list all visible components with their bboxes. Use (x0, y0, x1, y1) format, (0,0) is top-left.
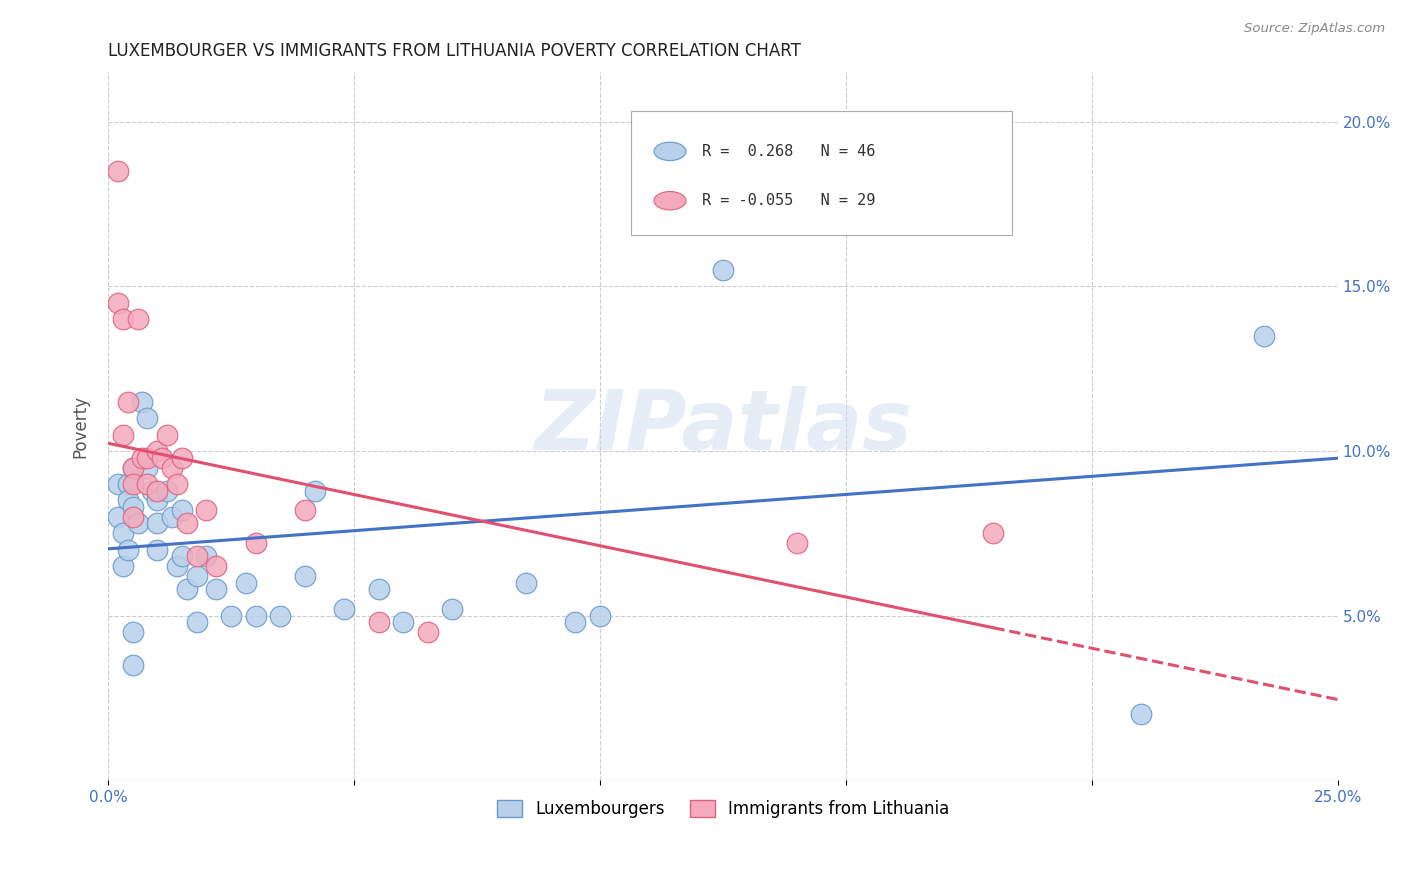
Point (117, 493, 139, 508)
Point (170, 450, 193, 465)
Point (107, 477, 129, 491)
Point (786, 536, 808, 550)
Point (367, 615, 389, 630)
Point (160, 460, 183, 475)
Point (176, 582, 198, 597)
Point (186, 615, 208, 630)
Point (186, 549, 208, 564)
Point (205, 559, 228, 574)
Point (441, 602, 464, 616)
Point (176, 516, 198, 531)
Point (121, 460, 143, 475)
Point (294, 569, 316, 583)
Point (589, 608, 612, 623)
Point (235, 575, 257, 590)
Point (121, 460, 143, 475)
Point (136, 460, 159, 475)
Point (304, 483, 326, 498)
Point (117, 542, 139, 557)
Legend: Luxembourgers, Immigrants from Lithuania: Luxembourgers, Immigrants from Lithuania (491, 794, 956, 825)
Point (146, 493, 169, 508)
Point (121, 500, 143, 514)
Point (564, 615, 586, 630)
Point (245, 608, 267, 623)
Circle shape (654, 192, 686, 210)
Circle shape (654, 142, 686, 161)
Point (245, 536, 267, 550)
Text: Source: ZipAtlas.com: Source: ZipAtlas.com (1244, 22, 1385, 36)
Point (711, 263, 734, 277)
Point (121, 625, 143, 640)
Point (392, 615, 415, 630)
Point (146, 542, 169, 557)
Point (195, 503, 218, 517)
Point (107, 164, 129, 178)
Text: R = -0.055   N = 29: R = -0.055 N = 29 (702, 194, 876, 208)
Point (150, 450, 173, 465)
Point (111, 559, 134, 574)
Point (146, 483, 169, 498)
Point (136, 477, 159, 491)
FancyBboxPatch shape (631, 112, 1012, 235)
Text: LUXEMBOURGER VS IMMIGRANTS FROM LITHUANIA POVERTY CORRELATION CHART: LUXEMBOURGER VS IMMIGRANTS FROM LITHUANI… (108, 42, 801, 60)
Point (160, 509, 183, 524)
Point (131, 450, 153, 465)
Point (367, 582, 389, 597)
Point (111, 526, 134, 541)
Point (219, 608, 242, 623)
Point (111, 312, 134, 326)
Point (127, 312, 149, 326)
Point (111, 427, 134, 442)
Point (121, 509, 143, 524)
Point (136, 411, 159, 425)
Point (170, 549, 193, 564)
Point (146, 444, 169, 458)
Point (166, 477, 188, 491)
Point (136, 450, 159, 465)
Text: ZIPatlas: ZIPatlas (534, 386, 912, 467)
Point (269, 608, 291, 623)
Point (1130, 707, 1153, 722)
Point (131, 394, 153, 409)
Text: R =  0.268   N = 46: R = 0.268 N = 46 (702, 144, 876, 159)
Point (117, 394, 139, 409)
Point (121, 658, 143, 673)
Point (983, 526, 1005, 541)
Point (333, 602, 356, 616)
Point (205, 582, 228, 597)
Point (294, 503, 316, 517)
Point (146, 516, 169, 531)
Point (156, 427, 179, 442)
Point (195, 549, 218, 564)
Point (121, 477, 143, 491)
Point (515, 575, 537, 590)
Point (127, 516, 149, 531)
Point (117, 477, 139, 491)
Point (170, 503, 193, 517)
Point (835, 197, 858, 211)
Point (141, 483, 163, 498)
Point (186, 569, 208, 583)
Point (1253, 328, 1275, 343)
Point (156, 483, 179, 498)
Point (166, 559, 188, 574)
Point (416, 625, 439, 640)
Point (107, 509, 129, 524)
Point (107, 296, 129, 310)
Y-axis label: Poverty: Poverty (72, 395, 89, 458)
